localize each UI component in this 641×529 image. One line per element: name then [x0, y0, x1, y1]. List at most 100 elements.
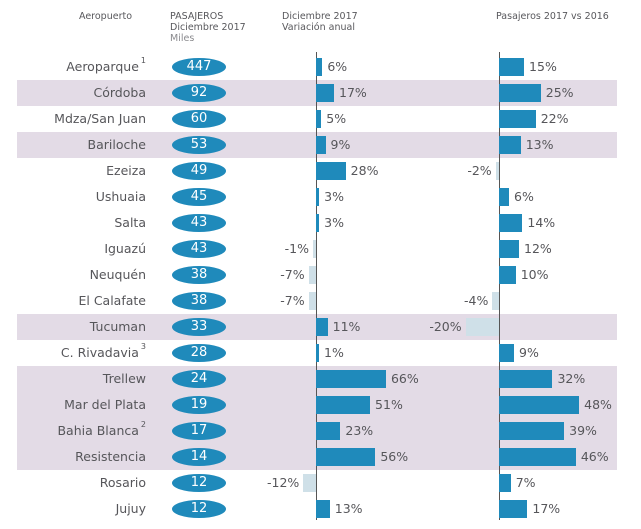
label-yoy: 12%: [524, 241, 552, 256]
label-yoy: 17%: [532, 501, 561, 516]
label-dec-variation: 6%: [327, 59, 348, 74]
axis-yoy: [499, 52, 500, 520]
label-dec-variation: 17%: [339, 85, 367, 100]
bar-dec-variation: [316, 136, 326, 154]
bar-yoy: [499, 58, 525, 76]
bar-dec-variation: [313, 240, 316, 258]
passengers-pill: 14: [172, 448, 226, 466]
bar-yoy: [499, 344, 515, 362]
label-dec-variation: 56%: [380, 449, 409, 464]
label-dec-variation: -1%: [284, 241, 309, 256]
label-dec-variation: 23%: [345, 423, 374, 438]
airport-name-text: El Calafate: [78, 293, 146, 308]
airport-name: Mar del Plata: [64, 397, 146, 412]
airport-name-text: C. Rivadavia: [60, 345, 139, 360]
label-dec-variation: 11%: [332, 319, 361, 334]
bar-dec-variation: [316, 422, 341, 440]
label-yoy: 9%: [519, 345, 539, 360]
label-yoy: 13%: [525, 137, 554, 152]
bar-dec-variation: [316, 396, 371, 414]
bar-dec-variation: [316, 500, 330, 518]
bar-dec-variation: [308, 292, 316, 310]
bar-dec-variation: [316, 344, 319, 362]
bar-yoy: [499, 474, 511, 492]
bar-yoy: [499, 422, 565, 440]
airport-name-text: Mar del Plata: [64, 397, 146, 412]
airport-name: Salta: [114, 215, 146, 230]
bar-dec-variation: [316, 448, 376, 466]
bar-yoy: [499, 136, 521, 154]
airport-name: El Calafate: [78, 293, 146, 308]
passengers-pill: 24: [172, 370, 226, 388]
header-dec-variation-line2: Variación anual: [282, 22, 355, 33]
airport-name: Aeroparque 1: [66, 56, 146, 74]
airport-name: Trellew: [103, 371, 146, 386]
airport-name-text: Trellew: [102, 371, 146, 386]
passengers-pill: 12: [172, 474, 226, 492]
label-yoy: 46%: [580, 449, 609, 464]
label-dec-variation: 1%: [324, 345, 344, 360]
footnote-marker: 1: [140, 56, 146, 65]
label-yoy: 10%: [520, 267, 549, 282]
airport-name-text: Bariloche: [87, 137, 146, 152]
header-airport: Aeropuerto: [79, 11, 133, 22]
bar-dec-variation: [303, 474, 316, 492]
airport-name-text: Ezeiza: [106, 163, 146, 178]
airport-name: C. Rivadavia 3: [60, 342, 146, 360]
passengers-pill: 60: [172, 110, 226, 128]
airport-name: Bariloche: [88, 137, 146, 152]
airport-name-text: Bahia Blanca: [57, 423, 139, 438]
passengers-pill: 49: [172, 162, 226, 180]
label-dec-variation: 9%: [330, 137, 351, 152]
bar-dec-variation: [316, 58, 323, 76]
label-dec-variation: -7%: [280, 267, 305, 282]
label-dec-variation: 5%: [326, 111, 347, 126]
airport-name: Mdza/San Juan: [54, 111, 146, 126]
airport-name: Resistencia: [75, 449, 146, 464]
header-yoy: Pasajeros 2017 vs 2016: [496, 11, 609, 22]
label-dec-variation: 13%: [334, 501, 363, 516]
airport-name-text: Ushuaia: [95, 189, 146, 204]
passengers-pill: 17: [172, 422, 226, 440]
passengers-pill: 92: [172, 84, 226, 102]
label-yoy: -20%: [429, 319, 462, 334]
bar-yoy: [499, 214, 523, 232]
bar-yoy: [499, 448, 576, 466]
label-yoy: 39%: [569, 423, 597, 438]
header-dec-variation: Diciembre 2017 Variación anual: [282, 11, 358, 33]
label-dec-variation: 3%: [324, 215, 345, 230]
airport-name: Jujuy: [116, 501, 146, 516]
airport-name-text: Iguazú: [104, 241, 146, 256]
passengers-pill: 43: [172, 214, 226, 232]
bar-dec-variation: [316, 188, 320, 206]
footnote-marker: 2: [140, 420, 146, 429]
label-dec-variation: -7%: [280, 293, 305, 308]
passengers-pill: 38: [172, 292, 226, 310]
label-yoy: -2%: [467, 163, 492, 178]
label-dec-variation: 66%: [390, 371, 419, 386]
airport-name-text: Neuquén: [89, 267, 146, 282]
bar-dec-variation: [316, 162, 346, 180]
label-yoy: 22%: [540, 111, 569, 126]
bar-dec-variation: [316, 110, 322, 128]
bar-yoy: [499, 500, 528, 518]
label-dec-variation: 3%: [324, 189, 345, 204]
passengers-pill: 53: [172, 136, 226, 154]
header-passengers: PASAJEROS Diciembre 2017 Miles: [170, 11, 246, 44]
axis-dec-variation: [316, 52, 317, 520]
passengers-pill: 447: [172, 58, 226, 76]
label-dec-variation: -12%: [266, 475, 300, 490]
airport-name-text: Rosario: [99, 475, 146, 490]
passengers-pill: 38: [172, 266, 226, 284]
passengers-pill: 28: [172, 344, 226, 362]
passengers-pill: 19: [172, 396, 226, 414]
bar-yoy: [499, 396, 580, 414]
bar-dec-variation: [316, 214, 320, 232]
label-yoy: 48%: [584, 397, 612, 412]
header-passengers-unit: Miles: [170, 33, 195, 44]
airport-name-text: Córdoba: [93, 85, 146, 100]
label-yoy: -4%: [463, 293, 489, 308]
label-dec-variation: 51%: [375, 397, 403, 412]
header-passengers-line1: PASAJEROS: [170, 11, 224, 22]
